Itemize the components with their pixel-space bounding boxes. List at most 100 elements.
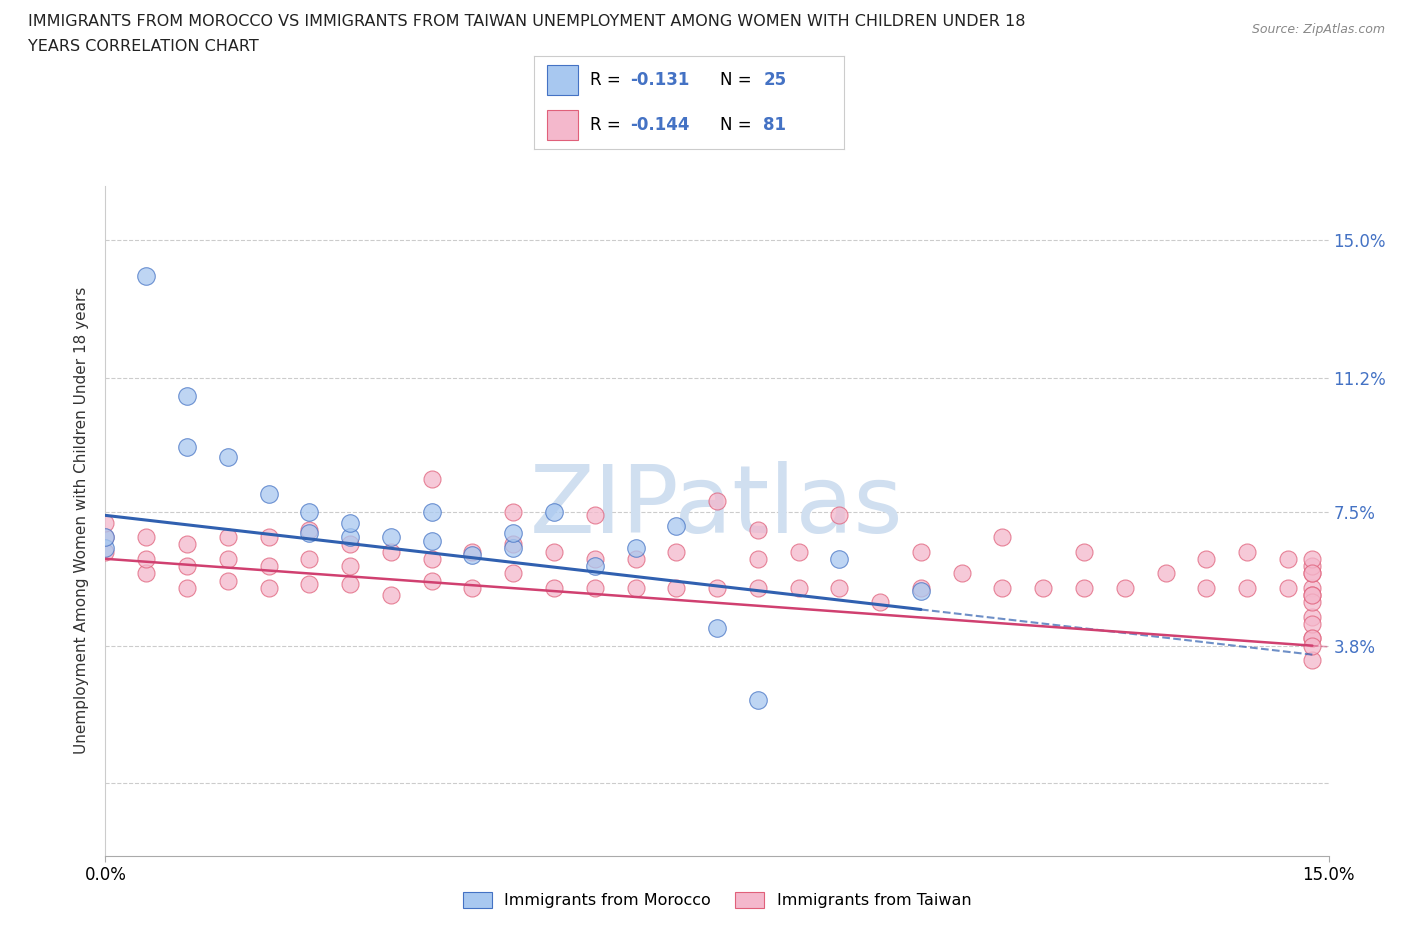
- Point: [1277, 580, 1299, 595]
- Point: [135, 269, 157, 284]
- Point: [1301, 559, 1323, 574]
- Point: [176, 389, 198, 404]
- Point: [1277, 551, 1299, 566]
- Point: [420, 551, 443, 566]
- Text: R =: R =: [591, 71, 626, 89]
- Point: [910, 584, 932, 599]
- Point: [461, 580, 484, 595]
- Point: [828, 508, 851, 523]
- Point: [176, 559, 198, 574]
- Point: [420, 533, 443, 548]
- Point: [787, 544, 810, 559]
- Point: [1301, 588, 1323, 603]
- Text: R =: R =: [591, 115, 626, 134]
- Point: [217, 530, 239, 545]
- Point: [339, 515, 361, 530]
- Point: [910, 580, 932, 595]
- Point: [257, 530, 280, 545]
- Point: [298, 504, 321, 519]
- Point: [380, 544, 402, 559]
- Point: [94, 540, 117, 555]
- Point: [665, 580, 688, 595]
- Point: [1301, 617, 1323, 631]
- Point: [706, 494, 728, 509]
- Point: [1301, 609, 1323, 624]
- Point: [94, 544, 117, 559]
- Point: [257, 486, 280, 501]
- Point: [747, 523, 769, 538]
- Point: [1236, 544, 1258, 559]
- Point: [543, 544, 565, 559]
- Point: [135, 551, 157, 566]
- Point: [747, 580, 769, 595]
- Point: [94, 530, 117, 545]
- Point: [583, 580, 606, 595]
- Bar: [547, 110, 578, 140]
- Point: [787, 580, 810, 595]
- Bar: [547, 65, 578, 95]
- Point: [543, 504, 565, 519]
- Text: N =: N =: [720, 115, 756, 134]
- Point: [1301, 588, 1323, 603]
- Point: [991, 580, 1014, 595]
- Point: [1301, 653, 1323, 668]
- Point: [1032, 580, 1054, 595]
- Point: [950, 565, 973, 580]
- Point: [298, 526, 321, 541]
- Point: [339, 577, 361, 591]
- Point: [1301, 565, 1323, 580]
- Point: [828, 551, 851, 566]
- Point: [706, 580, 728, 595]
- Point: [502, 537, 524, 551]
- Point: [502, 540, 524, 555]
- Point: [1154, 565, 1177, 580]
- Point: [1301, 631, 1323, 645]
- Point: [1301, 631, 1323, 645]
- Point: [1301, 638, 1323, 653]
- Point: [1195, 551, 1218, 566]
- Text: 81: 81: [763, 115, 786, 134]
- Point: [1195, 580, 1218, 595]
- Point: [176, 537, 198, 551]
- Point: [869, 595, 891, 610]
- Point: [217, 551, 239, 566]
- Point: [624, 551, 647, 566]
- Point: [176, 439, 198, 454]
- Text: Source: ZipAtlas.com: Source: ZipAtlas.com: [1251, 23, 1385, 36]
- Point: [1301, 580, 1323, 595]
- Point: [217, 573, 239, 588]
- Point: [380, 588, 402, 603]
- Text: -0.144: -0.144: [630, 115, 690, 134]
- Point: [1236, 580, 1258, 595]
- Point: [1114, 580, 1136, 595]
- Point: [420, 504, 443, 519]
- Point: [461, 548, 484, 563]
- Point: [665, 519, 688, 534]
- Point: [624, 540, 647, 555]
- Point: [176, 580, 198, 595]
- Point: [1301, 565, 1323, 580]
- Point: [257, 559, 280, 574]
- Point: [910, 544, 932, 559]
- Y-axis label: Unemployment Among Women with Children Under 18 years: Unemployment Among Women with Children U…: [75, 287, 90, 754]
- Point: [461, 544, 484, 559]
- Point: [583, 508, 606, 523]
- Point: [339, 530, 361, 545]
- Point: [380, 530, 402, 545]
- Point: [339, 559, 361, 574]
- Point: [135, 565, 157, 580]
- Point: [502, 526, 524, 541]
- Point: [257, 580, 280, 595]
- Point: [624, 580, 647, 595]
- Point: [747, 693, 769, 708]
- Point: [543, 580, 565, 595]
- Text: ZIPatlas: ZIPatlas: [530, 461, 904, 553]
- Text: IMMIGRANTS FROM MOROCCO VS IMMIGRANTS FROM TAIWAN UNEMPLOYMENT AMONG WOMEN WITH : IMMIGRANTS FROM MOROCCO VS IMMIGRANTS FR…: [28, 14, 1025, 29]
- Point: [420, 472, 443, 486]
- Point: [1301, 595, 1323, 610]
- Point: [991, 530, 1014, 545]
- Point: [665, 544, 688, 559]
- Point: [298, 577, 321, 591]
- Point: [706, 620, 728, 635]
- Text: YEARS CORRELATION CHART: YEARS CORRELATION CHART: [28, 39, 259, 54]
